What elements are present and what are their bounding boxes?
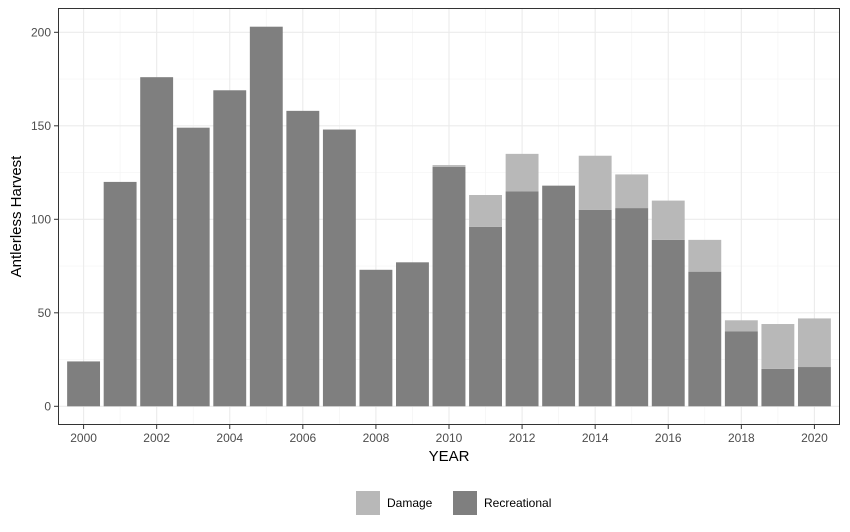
x-tick-label: 2004 [216, 431, 243, 445]
bar-recreational-2009 [396, 262, 429, 407]
panel-border [58, 8, 840, 425]
y-tick-label: 100 [31, 212, 51, 226]
y-axis: 0 50 100 150 200 [31, 25, 58, 413]
bar-recreational-2001 [103, 181, 137, 407]
y-tick-label: 150 [31, 119, 51, 133]
x-tick-label: 2008 [363, 431, 390, 445]
x-tick-label: 2012 [509, 431, 536, 445]
bar-damage-2017 [688, 239, 722, 272]
legend-label-recreational: Recreational [484, 496, 551, 510]
bar-recreational-2012 [505, 191, 539, 407]
bar-recreational-2011 [469, 226, 502, 407]
bar-recreational-2014 [578, 209, 612, 407]
x-axis-title: YEAR [429, 448, 470, 465]
x-tick-label: 2000 [70, 431, 97, 445]
x-tick-label: 2018 [728, 431, 755, 445]
x-tick-label: 2020 [801, 431, 828, 445]
y-axis-title: Antlerless Harvest [8, 155, 25, 278]
bar-damage-2018 [724, 320, 758, 332]
legend: Damage Recreational [356, 491, 551, 515]
bar-damage-2015 [615, 174, 649, 209]
bar-recreational-2007 [322, 129, 356, 407]
bar-recreational-2018 [724, 331, 758, 407]
bar-recreational-2016 [651, 239, 685, 407]
bar-damage-2011 [469, 194, 502, 227]
bar-recreational-2000 [67, 361, 101, 407]
bar-recreational-2003 [176, 127, 210, 407]
bar-recreational-2006 [286, 110, 320, 407]
bar-recreational-2004 [213, 90, 247, 407]
legend-key-damage [356, 491, 380, 515]
plot-panel [58, 8, 840, 425]
x-tick-label: 2010 [436, 431, 463, 445]
bar-damage-2010 [432, 165, 466, 167]
bar-recreational-2008 [359, 269, 393, 407]
x-tick-label: 2002 [143, 431, 170, 445]
legend-key-recreational [453, 491, 477, 515]
bar-recreational-2013 [542, 185, 576, 407]
y-tick-label: 200 [31, 25, 51, 39]
x-tick-label: 2016 [655, 431, 682, 445]
bar-recreational-2005 [249, 26, 283, 407]
bar-damage-2016 [651, 200, 685, 240]
bar-recreational-2017 [688, 271, 722, 407]
bar-damage-2020 [797, 318, 831, 368]
legend-label-damage: Damage [387, 496, 433, 510]
bar-damage-2012 [505, 153, 539, 192]
bar-damage-2019 [761, 324, 795, 369]
bar-recreational-2015 [615, 208, 649, 407]
y-tick-label: 0 [44, 399, 51, 413]
bar-recreational-2010 [432, 166, 466, 407]
bar-recreational-2002 [140, 77, 174, 407]
bar-recreational-2019 [761, 368, 795, 407]
y-tick-label: 50 [38, 306, 52, 320]
bars [67, 26, 831, 407]
x-tick-label: 2014 [582, 431, 609, 445]
x-tick-label: 2006 [289, 431, 316, 445]
bar-recreational-2020 [797, 367, 831, 407]
x-axis: 2000 2002 2004 2006 2008 2010 2012 2014 2016 2018… [70, 425, 828, 445]
bar-damage-2014 [578, 155, 612, 210]
